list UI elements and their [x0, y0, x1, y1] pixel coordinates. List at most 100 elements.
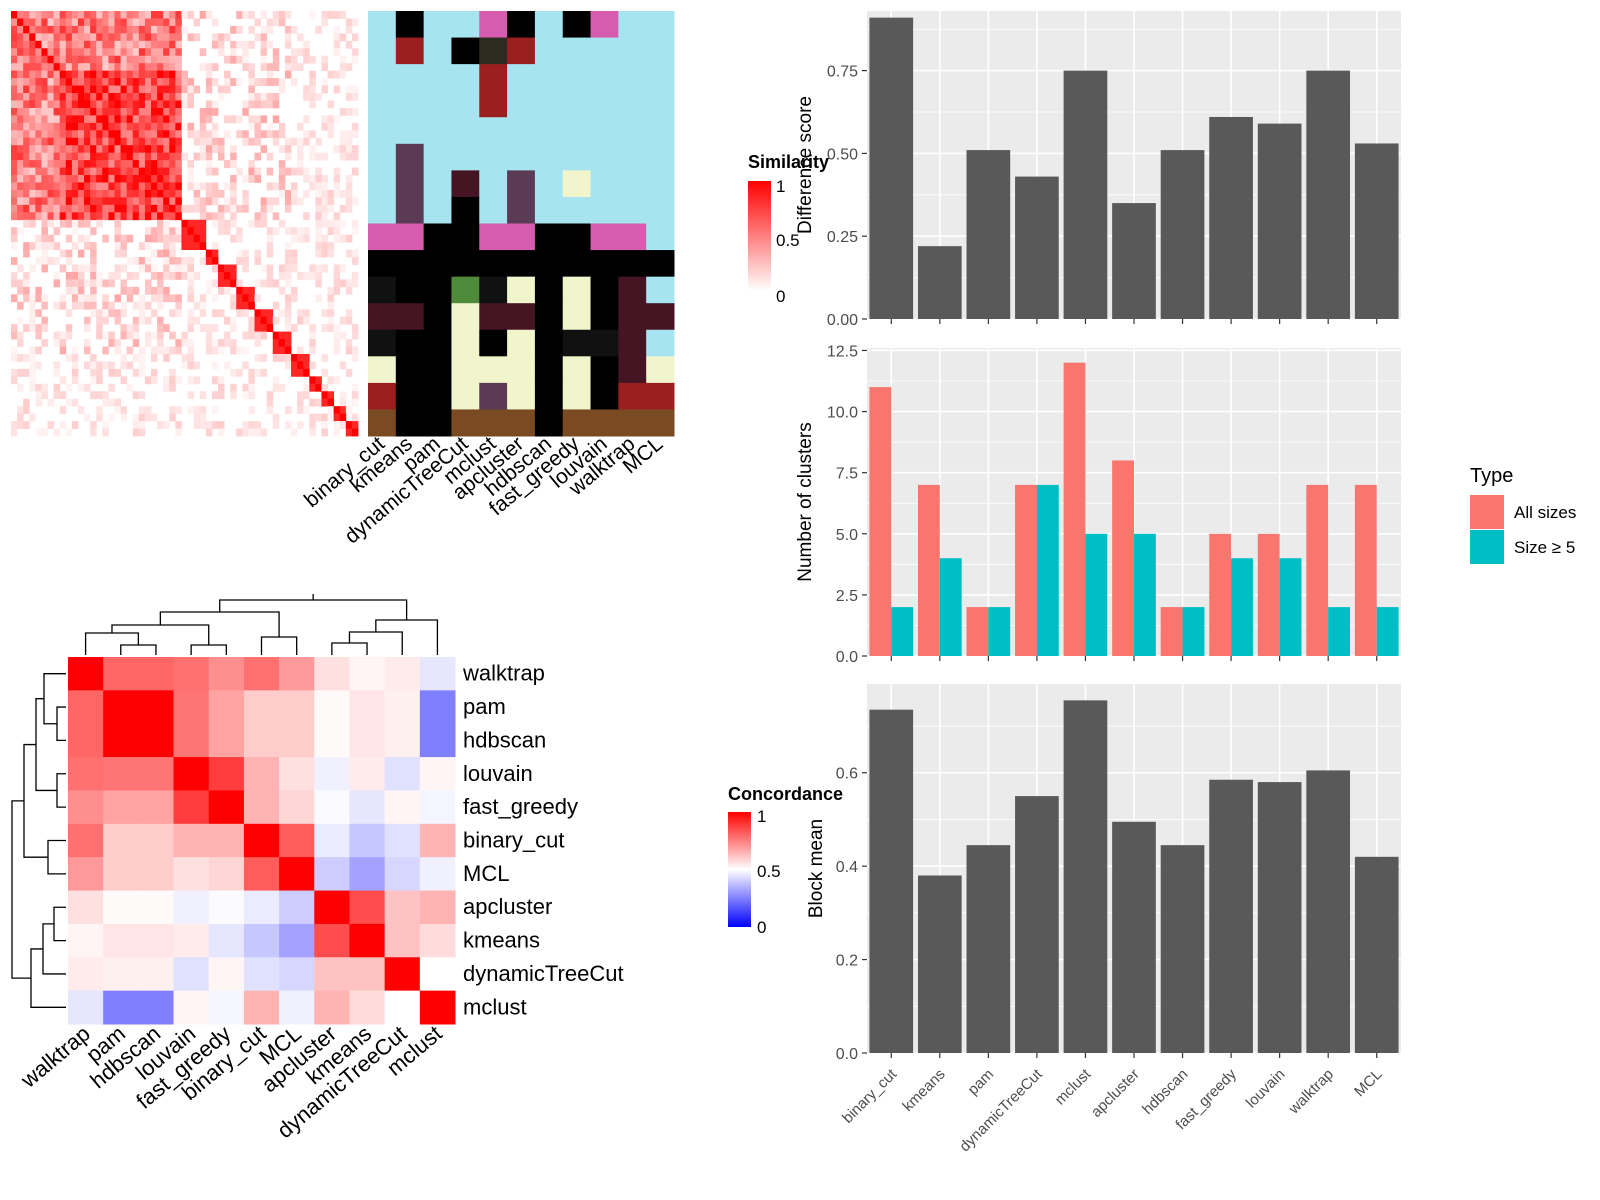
similarity-cell — [291, 234, 298, 243]
similarity-cell — [321, 428, 328, 437]
similarity-cell — [35, 18, 42, 27]
similarity-cell — [65, 204, 73, 213]
similarity-cell — [59, 421, 67, 429]
similarity-cell — [303, 406, 310, 415]
similarity-cell — [114, 122, 121, 131]
similarity-cell — [211, 249, 219, 258]
similarity-cell — [126, 152, 134, 161]
similarity-cell — [41, 93, 48, 101]
similarity-cell — [266, 40, 274, 49]
similarity-cell — [132, 204, 140, 213]
similarity-cell — [230, 316, 237, 325]
similarity-cell — [169, 249, 176, 258]
similarity-cell — [102, 197, 109, 206]
similarity-cell — [193, 85, 201, 94]
similarity-cell — [181, 70, 188, 79]
similarity-cell — [17, 279, 24, 288]
concordance-cell — [173, 957, 210, 992]
similarity-cell — [224, 70, 231, 79]
concordance-cell — [243, 957, 280, 992]
dendrogram-branch — [84, 632, 140, 655]
similarity-cell — [254, 122, 261, 131]
similarity-cell — [53, 212, 61, 221]
similarity-cell — [291, 227, 298, 236]
similarity-cell — [35, 40, 42, 49]
concordance-cell — [208, 957, 245, 992]
similarity-cell — [272, 316, 280, 325]
similarity-cell — [35, 428, 42, 437]
concordance-cell — [349, 857, 386, 892]
similarity-cell — [53, 339, 61, 347]
similarity-cell — [120, 48, 128, 57]
similarity-cell — [291, 78, 298, 86]
similarity-cell — [175, 145, 182, 154]
similarity-cell — [59, 219, 67, 228]
similarity-cell — [53, 368, 61, 377]
similarity-cell — [71, 85, 79, 94]
similarity-cell — [144, 413, 152, 422]
similarity-cell — [138, 413, 146, 422]
similarity-cell — [23, 160, 30, 168]
similarity-cell — [84, 301, 91, 310]
similarity-cell — [102, 346, 109, 355]
similarity-cell — [187, 204, 195, 213]
similarity-cell — [187, 257, 195, 265]
similarity-cell — [254, 331, 261, 340]
similarity-cell — [11, 160, 18, 168]
similarity-cell — [29, 122, 36, 131]
bar-binary_cut-size-ge5 — [891, 607, 914, 656]
similarity-cell — [138, 257, 146, 265]
similarity-cell — [181, 93, 188, 101]
dendrogram-branch — [30, 948, 66, 1008]
concordance-cell — [314, 790, 350, 825]
bar-louvain — [1257, 782, 1302, 1053]
similarity-cell — [96, 175, 103, 183]
similarity-cell — [77, 55, 85, 64]
similarity-cell — [84, 18, 91, 27]
similarity-cell — [11, 11, 18, 19]
similarity-cell — [315, 212, 322, 221]
membership-cell — [562, 303, 592, 331]
similarity-cell — [187, 353, 195, 362]
similarity-cell — [169, 346, 176, 355]
membership-cell — [451, 409, 480, 437]
membership-cell — [507, 11, 536, 39]
membership-cell — [395, 170, 425, 198]
similarity-cell — [108, 55, 115, 64]
similarity-cell — [193, 376, 201, 385]
similarity-cell — [309, 398, 316, 407]
similarity-cell — [151, 204, 158, 213]
similarity-cell — [77, 212, 85, 221]
similarity-cell — [23, 137, 30, 146]
membership-cell — [423, 356, 452, 384]
similarity-cell — [303, 93, 310, 101]
similarity-cell — [217, 383, 225, 392]
similarity-cell — [11, 204, 18, 213]
similarity-cell — [132, 18, 140, 27]
similarity-cell — [345, 316, 353, 325]
concordance-row-label-dynamicTreeCut: dynamicTreeCut — [463, 961, 624, 986]
similarity-cell — [35, 100, 42, 109]
similarity-cell — [114, 115, 121, 124]
similarity-cell — [345, 406, 353, 415]
similarity-cell — [163, 242, 170, 250]
similarity-cell — [108, 130, 115, 139]
similarity-cell — [132, 40, 140, 49]
similarity-cell — [248, 160, 255, 168]
similarity-cell — [254, 279, 261, 288]
similarity-cell — [345, 421, 353, 429]
similarity-cell — [224, 279, 231, 288]
similarity-cell — [187, 227, 195, 236]
similarity-cell — [260, 33, 268, 42]
similarity-cell — [96, 309, 103, 318]
similarity-cell — [278, 264, 286, 273]
similarity-cell — [59, 48, 67, 57]
similarity-cell — [59, 152, 67, 161]
similarity-cell — [163, 324, 170, 333]
similarity-cell — [175, 339, 182, 347]
similarity-cell — [217, 189, 225, 198]
similarity-cell — [193, 242, 201, 250]
concordance-cell — [68, 890, 104, 925]
similarity-cell — [254, 100, 261, 109]
